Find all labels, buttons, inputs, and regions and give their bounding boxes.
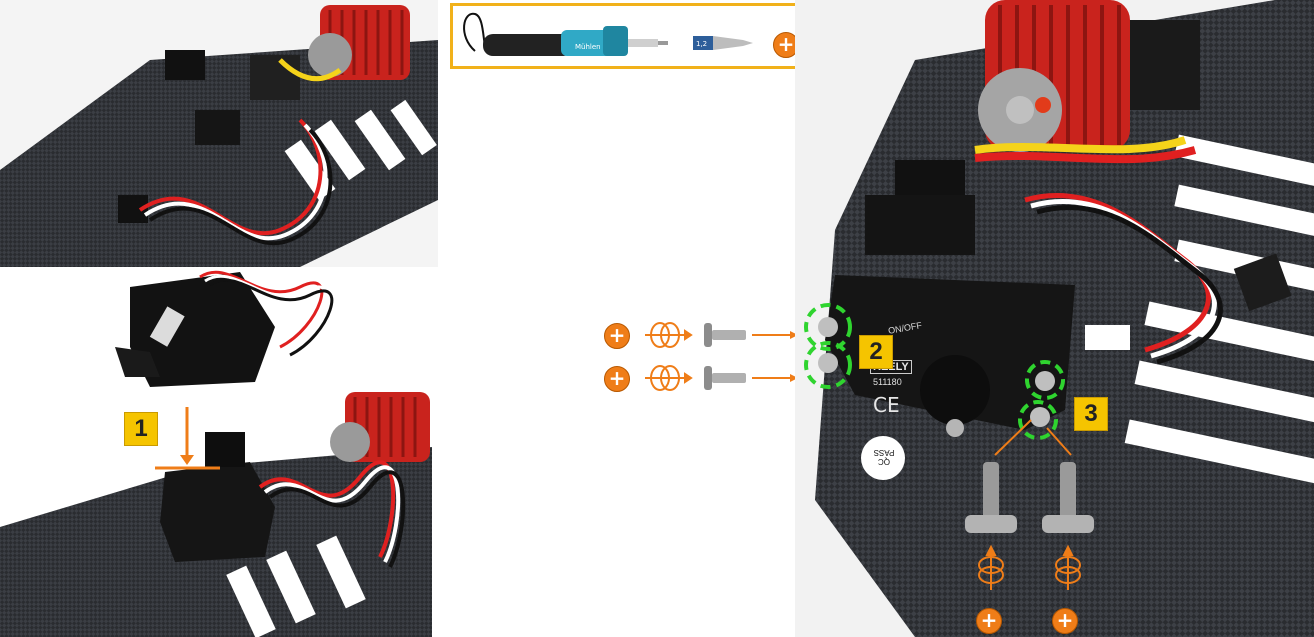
clockwise-rotation-icon	[978, 544, 1004, 590]
screw-icon	[704, 323, 746, 347]
screw-icon	[965, 462, 1017, 533]
step2-screw-instructions	[645, 322, 798, 391]
step-badge-2: 2	[859, 335, 893, 369]
ce-mark: CE	[873, 393, 900, 417]
qc-sticker-line1: QC	[878, 457, 890, 466]
photo-right	[795, 0, 1314, 637]
photo-bottom-left	[0, 267, 432, 637]
screw-highlight-circles	[804, 303, 1065, 440]
clockwise-rotation-icon	[645, 322, 693, 348]
qc-sticker-line2: PASS	[873, 448, 895, 457]
clockwise-rotation-icon	[1055, 544, 1081, 590]
step-badge-3: 3	[1074, 397, 1108, 431]
chassis-photo-graphic	[0, 5, 438, 267]
phillips-plus-icon: +	[604, 366, 630, 392]
screwdriver-bit-graphic: Mühlen 1,2	[463, 12, 753, 56]
qc-sticker: QC PASS	[870, 448, 898, 466]
servo-installed-photo-graphic	[804, 0, 1314, 637]
strap-icon	[463, 12, 486, 52]
clockwise-rotation-icon	[645, 365, 693, 391]
screw-icon	[704, 366, 746, 390]
phillips-plus-icon: +	[976, 608, 1002, 634]
phillips-plus-icon: +	[773, 32, 799, 58]
svg-text:1,2: 1,2	[696, 40, 707, 48]
phillips-plus-icon: +	[1052, 608, 1078, 634]
step-badge-1: 1	[124, 412, 158, 446]
phillips-plus-icon: +	[604, 323, 630, 349]
screw-icon	[1042, 462, 1094, 533]
tool-requirements-box: Mühlen 1,2 +	[450, 3, 816, 69]
servo-mount-photo-graphic	[0, 270, 432, 637]
servo-model-label: 511180	[873, 377, 902, 387]
phillips-bit-icon: 1,2	[693, 36, 753, 50]
svg-text:Mühlen: Mühlen	[575, 43, 601, 51]
photo-top-left	[0, 0, 438, 267]
electric-screwdriver-icon: Mühlen	[483, 26, 668, 56]
